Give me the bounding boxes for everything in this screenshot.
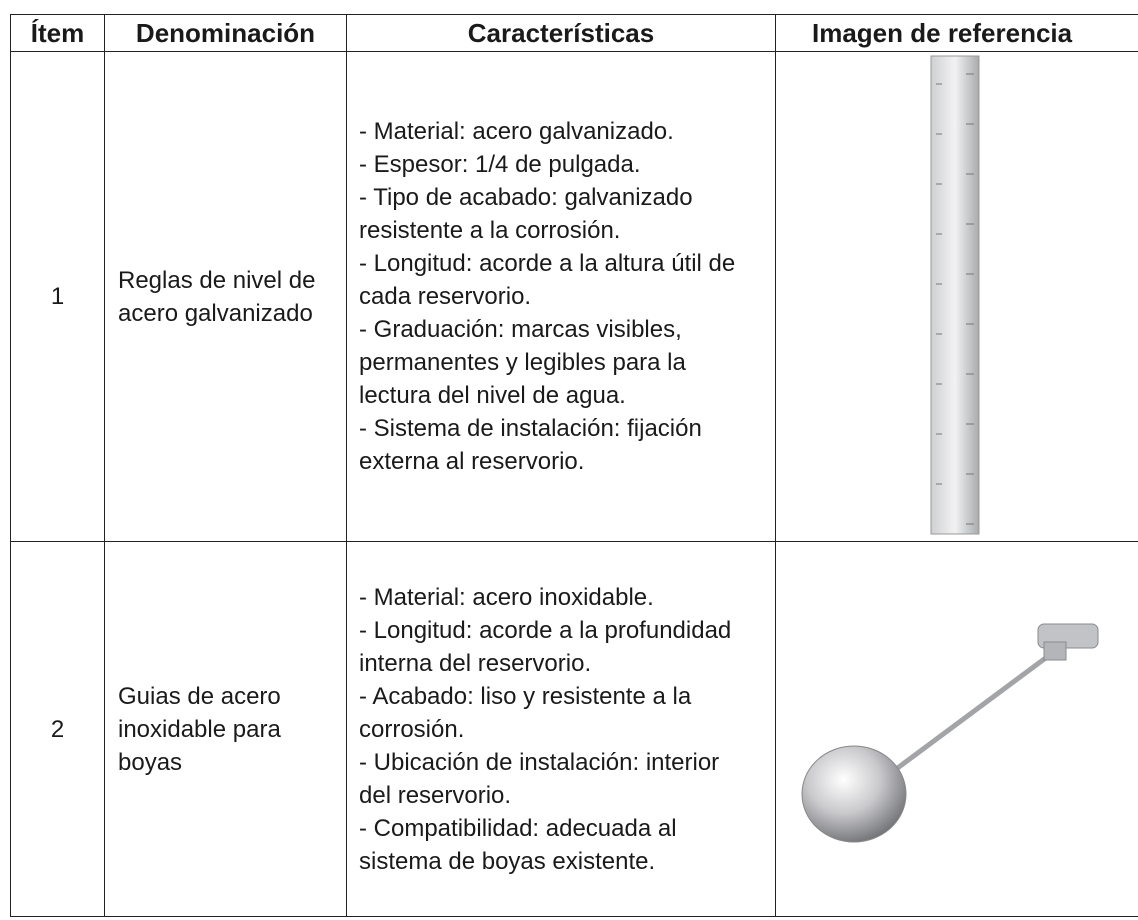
row: 2 Guias de acero inoxidable para boyas -…: [10, 541, 1138, 917]
row: 1 Reglas de nivel de acero galvanizado -…: [10, 51, 1138, 542]
feature-line: - Tipo de acabado: galvanizado resistent…: [359, 184, 693, 244]
spec-table: Ítem Denominación Características Imagen…: [10, 14, 1138, 917]
feature-line: - Graduación: marcas visibles, permanent…: [359, 316, 686, 409]
header-cell: Características: [346, 14, 776, 52]
feature-line: - Longitud: acorde a la profundidad inte…: [359, 616, 732, 677]
feature-line: - Acabado: liso y resistente a la corros…: [359, 682, 692, 743]
features-cell: - Material: acero galvanizado. - Espesor:…: [346, 51, 776, 542]
features-cell: - Material: acero inoxidable. - Longitud:…: [346, 541, 776, 917]
name-cell: Guias de acero inoxidable para boyas: [104, 541, 347, 917]
header-cell: Ítem: [10, 14, 105, 52]
ruler-image: [930, 55, 980, 534]
image-cell: [775, 541, 1138, 917]
float-image: [801, 623, 1099, 843]
feature-line: - Sistema de instalación: fijación exter…: [359, 415, 702, 475]
header-cell: Denominación: [104, 14, 347, 52]
item-cell: 1: [10, 51, 105, 542]
feature-line: - Compatibilidad: adecuada al sistema de…: [359, 814, 677, 875]
feature-line: - Material: acero galvanizado.: [359, 118, 674, 145]
header-cell: Imagen de referencia: [775, 14, 1138, 52]
header-row: Ítem Denominación Características Imagen…: [10, 14, 1138, 52]
feature-line: - Material: acero inoxidable.: [359, 583, 654, 611]
feature-line: - Ubicación de instalación: interior del…: [359, 748, 720, 809]
feature-line: - Longitud: acorde a la altura útil de c…: [359, 250, 736, 310]
image-cell: [775, 51, 1138, 542]
item-cell: 2: [10, 541, 105, 917]
feature-line: - Espesor: 1/4 de pulgada.: [359, 151, 641, 178]
name-cell: Reglas de nivel de acero galvanizado: [104, 51, 347, 542]
